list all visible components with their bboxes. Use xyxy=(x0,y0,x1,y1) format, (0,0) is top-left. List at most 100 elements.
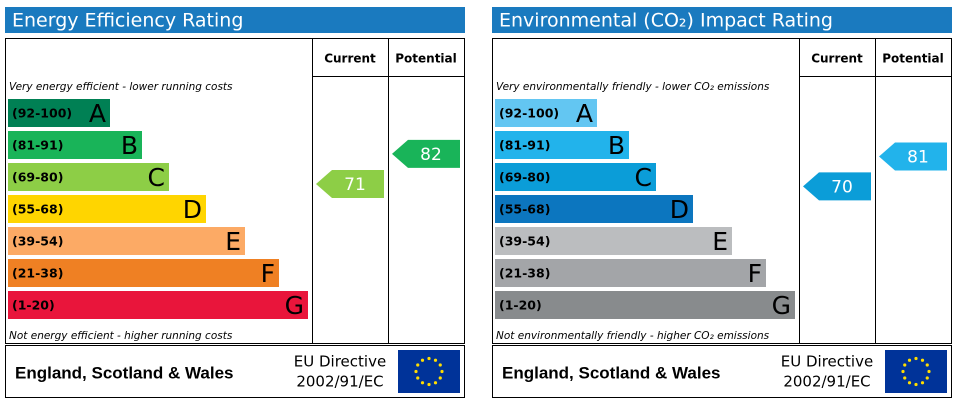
directive-text: 2002/91/EC xyxy=(296,373,383,391)
band-letter: C xyxy=(148,163,165,192)
eu-star xyxy=(416,363,420,367)
band-bar xyxy=(495,291,795,319)
band-letter: A xyxy=(89,99,106,128)
band-bar xyxy=(495,195,693,223)
title: Environmental (CO₂) Impact Rating xyxy=(499,10,833,32)
eu-star xyxy=(903,376,907,380)
rating-arrow xyxy=(316,170,384,198)
eu-star xyxy=(438,376,442,380)
bottom-note: Not energy efficient - higher running co… xyxy=(9,330,233,342)
band-range: (55-68) xyxy=(499,202,550,217)
band-range: (39-54) xyxy=(499,234,550,249)
band-bar xyxy=(495,99,597,127)
band-bar xyxy=(8,99,110,127)
footer-text: England, Scotland & Wales xyxy=(15,363,234,382)
eu-star xyxy=(427,382,431,387)
eu-star xyxy=(433,381,438,385)
band-range: (39-54) xyxy=(12,234,63,249)
band-range: (92-100) xyxy=(12,106,72,121)
band-letter: A xyxy=(576,99,593,128)
directive-text: 2002/91/EC xyxy=(783,373,870,391)
bottom-note: Not environmentally friendly - higher CO… xyxy=(496,330,770,342)
directive-text: EU Directive xyxy=(781,353,873,371)
rating-arrow xyxy=(803,172,871,201)
band-range: (92-100) xyxy=(499,106,559,121)
epc-panel: Environmental (CO₂) Impact Rating Current… xyxy=(492,7,952,398)
table-frame xyxy=(492,38,952,344)
band-range: (1-20) xyxy=(499,298,542,313)
column-header: Potential xyxy=(882,52,944,66)
eu-star xyxy=(901,369,905,374)
column-header: Current xyxy=(324,52,376,66)
band-letter: B xyxy=(608,131,625,160)
top-note: Very environmentally friendly - lower CO… xyxy=(496,81,770,93)
band-letter: G xyxy=(285,291,304,320)
eu-star xyxy=(920,358,925,362)
eu-flag xyxy=(398,350,460,393)
eu-star xyxy=(920,381,925,385)
band-range: (1-20) xyxy=(12,298,55,313)
table-frame xyxy=(5,38,465,344)
directive-text: EU Directive xyxy=(294,353,386,371)
eu-star xyxy=(907,358,912,362)
band-bar xyxy=(8,195,206,223)
band-letter: F xyxy=(261,259,275,288)
epc-panel: Energy Efficiency Rating Current Potential… xyxy=(5,7,465,398)
rating-value: 71 xyxy=(344,175,366,195)
eu-star xyxy=(907,381,912,385)
band-letter: C xyxy=(635,163,652,192)
band-bar xyxy=(8,291,308,319)
eu-star xyxy=(927,369,931,374)
band-letter: F xyxy=(748,259,762,288)
eu-star xyxy=(414,369,418,374)
band-bar xyxy=(8,227,245,255)
rating-value: 81 xyxy=(907,147,929,167)
eu-star xyxy=(925,363,929,367)
band-range: (21-38) xyxy=(12,266,63,281)
band-letter: B xyxy=(121,131,138,160)
band-bar xyxy=(8,163,169,191)
band-letter: E xyxy=(225,227,241,256)
band-letter: D xyxy=(183,195,202,224)
band-range: (55-68) xyxy=(12,202,63,217)
eu-flag xyxy=(885,350,947,393)
column-header: Potential xyxy=(395,52,457,66)
footer-frame xyxy=(492,345,952,398)
top-note: Very energy efficient - lower running co… xyxy=(9,81,233,93)
band-bar xyxy=(8,131,142,159)
eu-star xyxy=(914,382,918,387)
band-letter: D xyxy=(670,195,689,224)
title: Energy Efficiency Rating xyxy=(12,10,243,32)
eu-star xyxy=(433,358,438,362)
band-bar xyxy=(495,227,732,255)
rating-value: 70 xyxy=(831,177,853,197)
band-range: (81-91) xyxy=(499,138,550,153)
band-letter: G xyxy=(772,291,791,320)
title-bar xyxy=(5,7,465,33)
eu-star xyxy=(903,363,907,367)
band-range: (81-91) xyxy=(12,138,63,153)
eu-star xyxy=(420,381,425,385)
band-range: (69-80) xyxy=(12,170,63,185)
column-header: Current xyxy=(811,52,863,66)
eu-star xyxy=(416,376,420,380)
band-bar xyxy=(495,163,656,191)
rating-arrow xyxy=(392,139,460,168)
band-bar xyxy=(495,259,766,287)
title-bar xyxy=(492,7,952,33)
band-bar xyxy=(8,259,279,287)
eu-star xyxy=(420,358,425,362)
rating-arrow xyxy=(879,142,947,171)
footer-text: England, Scotland & Wales xyxy=(502,363,721,382)
band-bar xyxy=(495,131,629,159)
rating-value: 82 xyxy=(420,145,442,165)
band-range: (69-80) xyxy=(499,170,550,185)
eu-star xyxy=(427,356,431,361)
band-range: (21-38) xyxy=(499,266,550,281)
eu-star xyxy=(925,376,929,380)
eu-star xyxy=(438,363,442,367)
footer-frame xyxy=(5,345,465,398)
eu-star xyxy=(914,356,918,361)
eu-star xyxy=(440,369,444,374)
